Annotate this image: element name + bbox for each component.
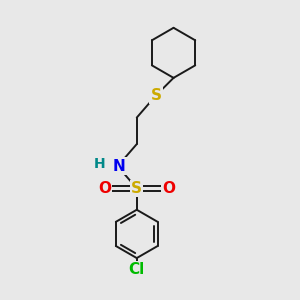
Text: S: S [131, 181, 142, 196]
Text: Cl: Cl [129, 262, 145, 277]
Text: N: N [113, 159, 125, 174]
Text: O: O [98, 181, 111, 196]
Text: H: H [94, 157, 105, 171]
Text: O: O [163, 181, 176, 196]
Text: S: S [150, 88, 161, 103]
